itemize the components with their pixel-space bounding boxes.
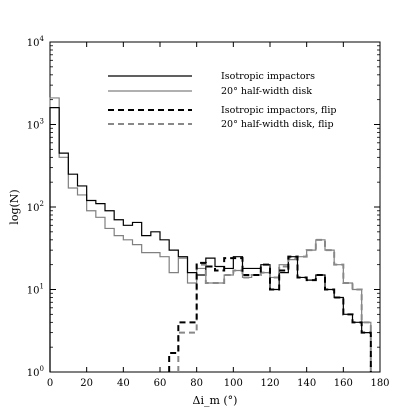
y-tick-exponent: 3 — [40, 118, 44, 126]
x-tick-label: 180 — [370, 378, 389, 389]
y-tick-label: 100 — [27, 365, 44, 379]
plot-frame — [49, 41, 381, 373]
x-tick-label: 20 — [80, 378, 93, 389]
y-tick-base: 10 — [27, 286, 40, 297]
y-tick-label: 103 — [27, 118, 44, 132]
legend-label: Isotropic impactors — [221, 71, 315, 82]
x-tick-label: 140 — [297, 378, 316, 389]
legend-label: Isotropic impactors, flip — [221, 105, 336, 116]
x-tick-label: 160 — [334, 378, 353, 389]
x-tick-label: 60 — [154, 378, 167, 389]
x-tick-label: 0 — [47, 378, 53, 389]
x-tick-label: 120 — [260, 378, 279, 389]
y-tick-base: 10 — [27, 368, 40, 379]
y-tick-exponent: 1 — [40, 283, 44, 291]
y-tick-base: 10 — [27, 38, 40, 49]
series-layer — [49, 97, 372, 372]
y-tick-exponent: 0 — [40, 365, 44, 373]
y-tick-exponent: 2 — [40, 200, 44, 208]
x-tick-label: 40 — [117, 378, 130, 389]
series-line-2 — [168, 255, 372, 372]
x-tick-label: 80 — [190, 378, 203, 389]
y-tick-label: 104 — [27, 35, 45, 49]
series-line-3 — [177, 238, 372, 372]
legend-label: 20° half-width disk — [221, 86, 312, 97]
legend-label: 20° half-width disk, flip — [221, 119, 334, 130]
y-tick-exponent: 4 — [40, 35, 45, 43]
y-tick-base: 10 — [27, 121, 40, 132]
x-tick-label: 100 — [224, 378, 243, 389]
y-axis-label: log(N) — [8, 189, 21, 224]
y-tick-label: 102 — [27, 200, 44, 214]
y-tick-base: 10 — [27, 203, 40, 214]
y-tick-label: 101 — [27, 283, 44, 297]
plot-area — [49, 41, 381, 373]
x-axis-label: Δi_m (°) — [193, 394, 238, 407]
legend: Isotropic impactors 20° half-width disk Is… — [108, 71, 336, 130]
